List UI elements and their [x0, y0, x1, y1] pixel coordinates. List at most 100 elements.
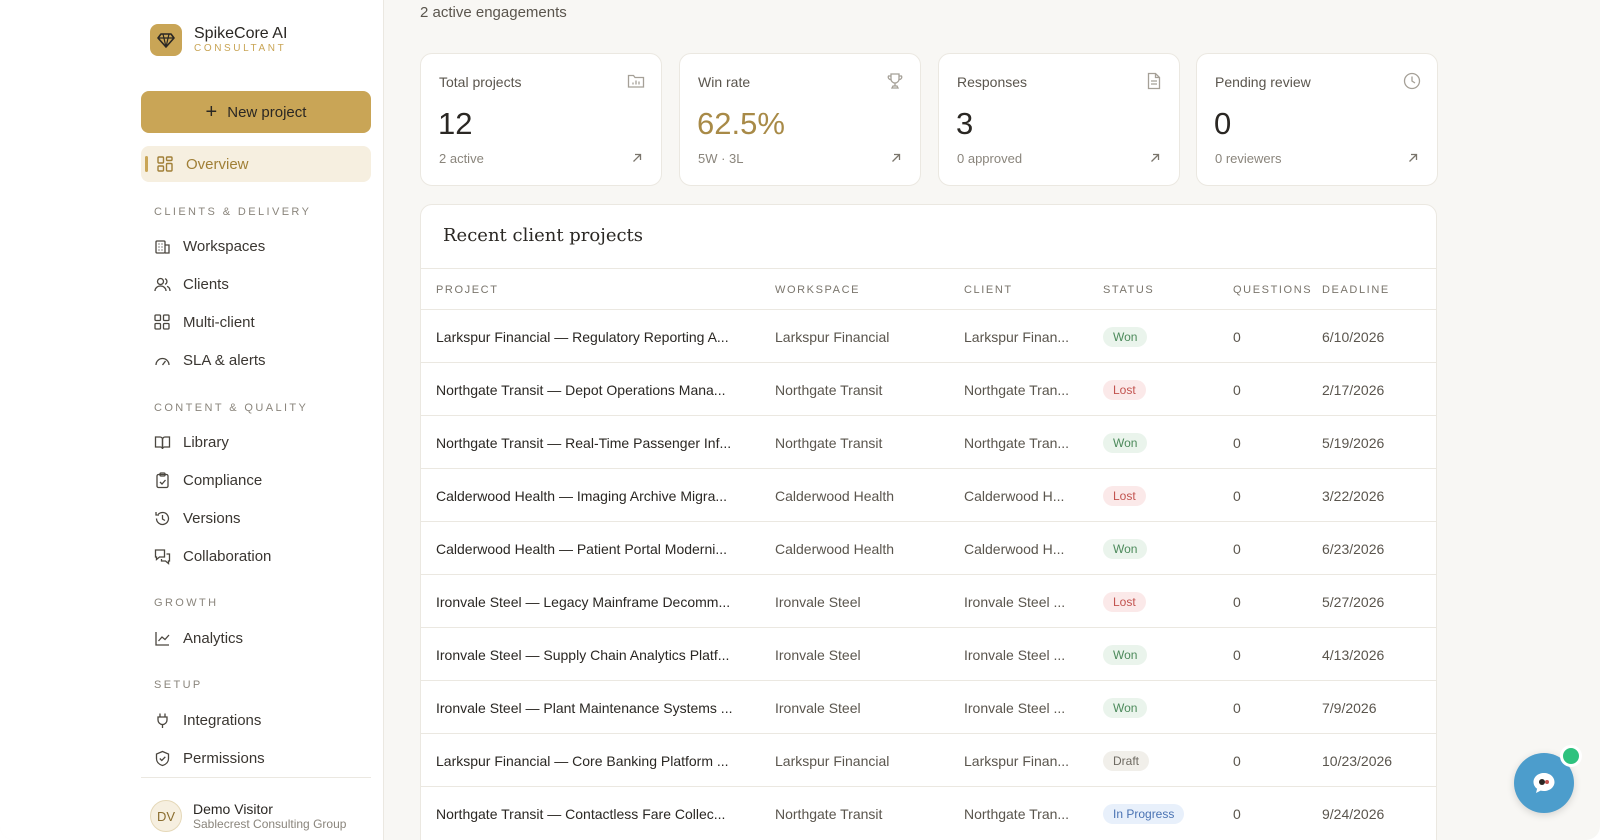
column-header-status[interactable]: STATUS: [1103, 284, 1155, 296]
sidebar-item-workspaces[interactable]: Workspaces: [141, 229, 371, 263]
sidebar-item-multi-client[interactable]: Multi-client: [141, 305, 371, 339]
sidebar-item-label: Multi-client: [183, 313, 255, 331]
status-badge: Lost: [1103, 592, 1146, 612]
sidebar-item-permissions[interactable]: Permissions: [141, 741, 371, 775]
plus-icon: +: [205, 101, 218, 123]
sidebar-item-collaboration[interactable]: Collaboration: [141, 539, 371, 573]
table-row[interactable]: Ironvale Steel — Legacy Mainframe Decomm…: [421, 574, 1436, 627]
project-name-cell[interactable]: Calderwood Health — Patient Portal Moder…: [436, 541, 728, 557]
client-cell: Larkspur Finan...: [964, 753, 1070, 769]
workspace-cell: Ironvale Steel: [775, 647, 861, 663]
arrow-up-right-icon: [1149, 151, 1161, 163]
workspace-cell: Northgate Transit: [775, 806, 883, 822]
table-row[interactable]: Calderwood Health — Patient Portal Moder…: [421, 521, 1436, 574]
sidebar-item-versions[interactable]: Versions: [141, 501, 371, 535]
history-icon: [153, 509, 171, 527]
section-label-growth: GROWTH: [154, 597, 219, 609]
workspace-cell: Northgate Transit: [775, 382, 883, 398]
table-row[interactable]: Northgate Transit — Contactless Fare Col…: [421, 786, 1436, 839]
stat-subtext: 5W · 3L: [698, 151, 744, 166]
table-row[interactable]: Calderwood Health — Imaging Archive Migr…: [421, 468, 1436, 521]
stat-card-pending-review[interactable]: Pending review 0 0 reviewers: [1196, 53, 1438, 186]
stat-subtext: 0 reviewers: [1215, 151, 1282, 166]
project-name-cell[interactable]: Ironvale Steel — Supply Chain Analytics …: [436, 647, 730, 663]
avatar: DV: [150, 800, 182, 832]
sidebar-item-compliance[interactable]: Compliance: [141, 463, 371, 497]
chat-bubble-icon: [1533, 773, 1555, 793]
sidebar-item-analytics[interactable]: Analytics: [141, 621, 371, 655]
table-row[interactable]: Larkspur Financial — Regulatory Reportin…: [421, 309, 1436, 362]
sidebar-item-clients[interactable]: Clients: [141, 267, 371, 301]
left-gutter: [0, 0, 128, 840]
stat-label: Pending review: [1215, 74, 1311, 90]
deadline-cell: 9/24/2026: [1322, 806, 1385, 822]
stat-value: 3: [956, 106, 974, 141]
stat-card-responses[interactable]: Responses 3 0 approved: [938, 53, 1180, 186]
clipboard-check-icon: [153, 471, 171, 489]
questions-cell: 0: [1233, 488, 1241, 504]
table-row[interactable]: Ironvale Steel — Supply Chain Analytics …: [421, 627, 1436, 680]
clock-icon: [1403, 72, 1421, 90]
sidebar-item-label: Analytics: [183, 629, 244, 647]
grid-icon: [153, 313, 171, 331]
arrow-up-right-icon: [890, 151, 902, 163]
sidebar-item-label: Collaboration: [183, 547, 272, 565]
sidebar-item-sla-alerts[interactable]: SLA & alerts: [141, 343, 371, 377]
questions-cell: 0: [1233, 700, 1241, 716]
workspace-cell: Larkspur Financial: [775, 329, 890, 345]
project-name-cell[interactable]: Calderwood Health — Imaging Archive Migr…: [436, 488, 728, 504]
stat-subtext: 0 approved: [957, 151, 1023, 166]
user-organization: Sablecrest Consulting Group: [193, 816, 347, 831]
column-header-questions[interactable]: QUESTIONS: [1233, 284, 1313, 296]
status-badge: In Progress: [1103, 804, 1185, 824]
deadline-cell: 5/27/2026: [1322, 594, 1385, 610]
questions-cell: 0: [1233, 647, 1241, 663]
user-profile[interactable]: DV Demo Visitor Sablecrest Consulting Gr…: [150, 800, 346, 832]
project-name-cell[interactable]: Northgate Transit — Real-Time Passenger …: [436, 435, 732, 451]
sidebar-item-label: Compliance: [183, 471, 263, 489]
line-chart-icon: [153, 629, 171, 647]
stat-card-win-rate[interactable]: Win rate 62.5% 5W · 3L: [679, 53, 921, 186]
client-cell: Northgate Tran...: [964, 806, 1070, 822]
section-label-content-quality: CONTENT & QUALITY: [154, 402, 309, 414]
section-label-clients-delivery: CLIENTS & DELIVERY: [154, 206, 312, 218]
sidebar-item-integrations[interactable]: Integrations: [141, 703, 371, 737]
project-name-cell[interactable]: Northgate Transit — Depot Operations Man…: [436, 382, 726, 398]
questions-cell: 0: [1233, 329, 1241, 345]
column-header-client[interactable]: CLIENT: [964, 284, 1013, 296]
sidebar-item-library[interactable]: Library: [141, 425, 371, 459]
table-row[interactable]: Northgate Transit — Real-Time Passenger …: [421, 415, 1436, 468]
questions-cell: 0: [1233, 541, 1241, 557]
project-name-cell[interactable]: Ironvale Steel — Legacy Mainframe Decomm…: [436, 594, 731, 610]
project-name-cell[interactable]: Larkspur Financial — Core Banking Platfo…: [436, 753, 729, 769]
client-cell: Calderwood H...: [964, 541, 1065, 557]
table-row[interactable]: Ironvale Steel — Plant Maintenance Syste…: [421, 680, 1436, 733]
column-header-project[interactable]: PROJECT: [436, 284, 499, 296]
sidebar-item-overview[interactable]: Overview: [141, 146, 371, 182]
status-badge: Won: [1103, 698, 1148, 718]
stat-card-total-projects[interactable]: Total projects 12 2 active: [420, 53, 662, 186]
users-icon: [153, 275, 171, 293]
stat-subtext: 2 active: [439, 151, 484, 166]
questions-cell: 0: [1233, 382, 1241, 398]
questions-cell: 0: [1233, 594, 1241, 610]
stat-value: 0: [1214, 106, 1232, 141]
folder-icon: [627, 72, 645, 90]
column-header-workspace[interactable]: WORKSPACE: [775, 284, 861, 296]
client-cell: Ironvale Steel ...: [964, 594, 1066, 610]
brand-name: SpikeCore AI: [194, 25, 288, 42]
table-row[interactable]: Larkspur Financial — Core Banking Platfo…: [421, 733, 1436, 786]
table-row[interactable]: Northgate Transit — Depot Operations Man…: [421, 362, 1436, 415]
questions-cell: 0: [1233, 753, 1241, 769]
project-name-cell[interactable]: Larkspur Financial — Regulatory Reportin…: [436, 329, 729, 345]
online-status-dot: [1560, 745, 1582, 767]
brand[interactable]: SpikeCore AI CONSULTANT: [150, 24, 287, 56]
status-badge: Won: [1103, 539, 1148, 559]
project-name-cell[interactable]: Ironvale Steel — Plant Maintenance Syste…: [436, 700, 733, 716]
project-name-cell[interactable]: Northgate Transit — Contactless Fare Col…: [436, 806, 726, 822]
new-project-button[interactable]: + New project: [141, 91, 371, 133]
book-icon: [153, 433, 171, 451]
main-content: 2 active engagements Total projects 12 2…: [384, 0, 1600, 840]
column-header-deadline[interactable]: DEADLINE: [1322, 284, 1390, 296]
